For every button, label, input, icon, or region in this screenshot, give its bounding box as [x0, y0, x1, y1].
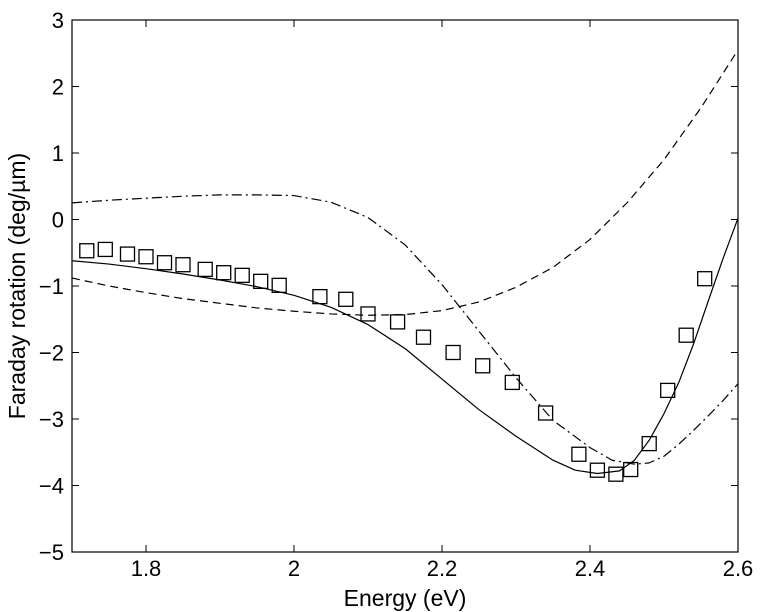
data-point-square	[415, 329, 432, 345]
data-point-square	[697, 271, 713, 287]
data-point-square	[360, 306, 376, 322]
series-line-solid	[72, 217, 738, 475]
data-point-square	[175, 257, 191, 273]
y-tick-label: −5	[39, 540, 64, 565]
y-tick-label: 3	[52, 8, 64, 33]
data-point-square	[571, 446, 587, 462]
data-point-square	[608, 466, 624, 482]
data-point-square	[79, 243, 95, 259]
data-point-square	[678, 327, 694, 343]
data-layer	[72, 49, 738, 482]
data-point-square	[445, 344, 461, 361]
data-point-square	[156, 255, 173, 271]
data-point-square	[537, 405, 554, 421]
series-line-dashed	[72, 49, 738, 316]
y-axis-label: Faraday rotation (deg/µm)	[4, 153, 30, 419]
x-tick-label: 2.6	[723, 556, 754, 581]
data-point-square	[253, 273, 269, 289]
y-tick-label: 2	[52, 75, 64, 100]
data-point-square	[119, 246, 136, 262]
data-point-square	[641, 435, 657, 452]
data-point-square	[475, 358, 491, 374]
data-point-square	[97, 241, 113, 258]
y-tick-label: −3	[39, 407, 64, 432]
data-point-square	[589, 462, 606, 478]
y-tick-label: 0	[52, 208, 64, 233]
axes-layer: 1.8 2 2.2 2.4 2.6 −5 −4 −3 −2 −1 0 1 2 3	[39, 8, 753, 581]
y-tick-label: −2	[39, 341, 64, 366]
data-point-square	[216, 265, 232, 281]
data-point-square	[338, 291, 354, 307]
x-tick-label: 2	[288, 556, 300, 581]
x-axis-label: Energy (eV)	[344, 585, 467, 611]
x-tick-label: 2.2	[427, 556, 458, 581]
x-tick-label: 2.4	[575, 556, 606, 581]
data-point-square	[197, 261, 213, 278]
series-line-dash-dot	[72, 194, 738, 465]
x-tick-label: 1.8	[131, 556, 162, 581]
marker-series	[79, 241, 713, 482]
data-point-square	[234, 267, 250, 284]
y-tick-label: 1	[52, 141, 64, 166]
data-point-square	[138, 249, 154, 265]
y-tick-label: −4	[39, 474, 64, 499]
y-tick-label: −1	[39, 274, 64, 299]
